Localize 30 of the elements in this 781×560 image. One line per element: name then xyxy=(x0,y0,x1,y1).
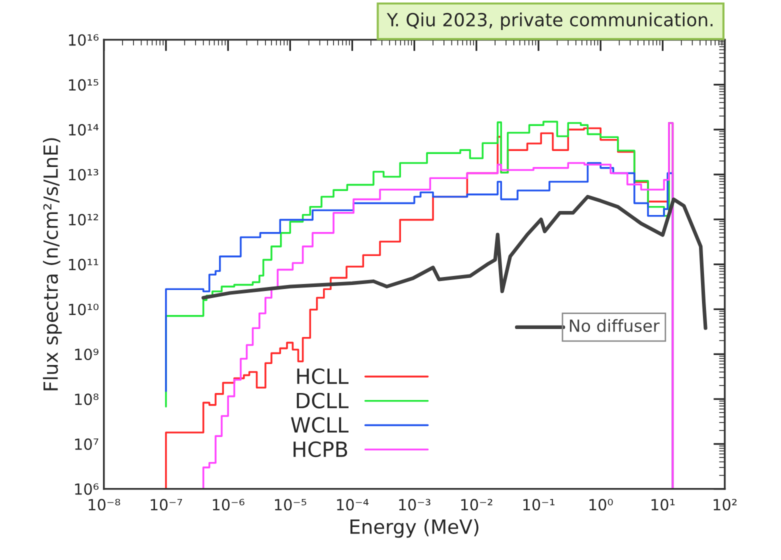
x-tick-label: 10⁻³ xyxy=(399,498,430,510)
y-tick-label: 10¹⁶ xyxy=(69,34,99,46)
x-tick-label: 10¹ xyxy=(652,498,675,510)
x-tick-label: 10⁻⁴ xyxy=(337,498,369,510)
x-tick-label: 10⁻⁷ xyxy=(150,498,182,510)
x-tick-label: 10⁻⁶ xyxy=(212,498,244,510)
x-tick-label: 10⁰ xyxy=(589,498,613,510)
x-tick-label: 10⁻⁸ xyxy=(88,498,120,510)
y-axis-title: Flux spectra (n/cm²/s/LnE) xyxy=(42,138,62,390)
y-tick-label: 10⁸ xyxy=(75,394,98,406)
x-tick-label: 10⁻² xyxy=(461,498,492,510)
x-tick-label: 10⁻⁵ xyxy=(275,498,306,510)
y-tick-label: 10¹³ xyxy=(69,168,98,181)
legend-label: DCLL xyxy=(296,392,349,408)
y-tick-label: 10¹¹ xyxy=(69,258,98,270)
x-axis-title: Energy (MeV) xyxy=(350,518,478,538)
x-tick-label: 10⁻¹ xyxy=(523,498,554,510)
y-tick-label: 10⁶ xyxy=(75,483,99,495)
y-tick-label: 10¹² xyxy=(69,214,98,226)
y-tick-label: 10¹⁰ xyxy=(69,304,98,316)
legend-label: WCLL xyxy=(290,417,349,433)
y-tick-label: 10¹⁵ xyxy=(69,79,98,91)
y-tick-label: 10⁹ xyxy=(75,348,98,360)
text: Y. Qiu 2023, private communication. xyxy=(386,12,712,30)
legend-label: HCPB xyxy=(294,441,348,458)
x-tick-label: 10² xyxy=(714,498,737,510)
y-tick-label: 10¹⁴ xyxy=(69,124,99,136)
y-tick-label: 10⁷ xyxy=(75,438,98,450)
text: No diffuser xyxy=(570,319,660,332)
legend-label: HCLL xyxy=(297,368,349,384)
